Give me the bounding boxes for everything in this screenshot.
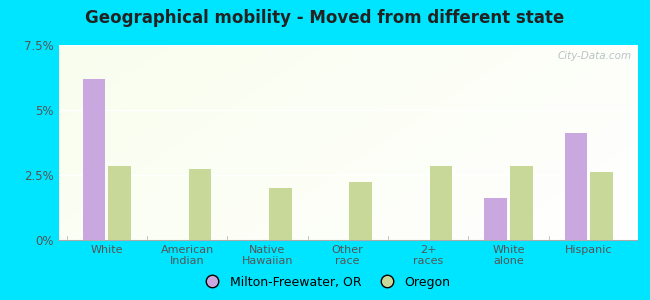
Bar — [109, 166, 131, 240]
Bar — [565, 134, 587, 240]
Bar — [510, 166, 532, 240]
Text: Geographical mobility - Moved from different state: Geographical mobility - Moved from diffe… — [85, 9, 565, 27]
Bar — [590, 172, 613, 240]
Legend: Milton-Freewater, OR, Oregon: Milton-Freewater, OR, Oregon — [195, 271, 455, 294]
Bar — [269, 188, 291, 240]
Bar — [430, 166, 452, 240]
Bar — [188, 169, 211, 240]
Bar — [83, 79, 105, 240]
Bar — [349, 182, 372, 240]
Text: City-Data.com: City-Data.com — [557, 51, 631, 61]
Bar — [484, 198, 507, 240]
